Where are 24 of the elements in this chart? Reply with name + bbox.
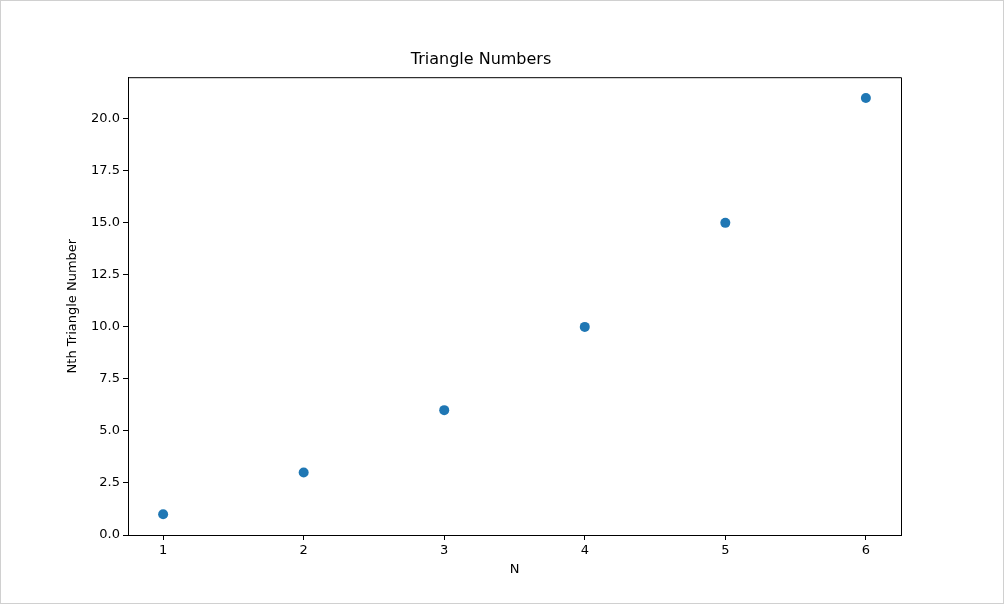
y-axis-title: Nth Triangle Number [64, 238, 80, 374]
y-tick-label: 7.5 [99, 370, 120, 386]
x-tick-label: 5 [721, 542, 730, 558]
y-tick-label: 12.5 [91, 266, 120, 282]
point [720, 217, 731, 228]
x-tick-label: 3 [440, 542, 449, 558]
x-tick-label: 1 [159, 542, 168, 558]
chart-title: Triangle Numbers [409, 48, 552, 68]
x-axis-title: N [509, 560, 520, 576]
y-tick-label: 2.5 [99, 474, 120, 490]
point [158, 509, 169, 520]
point [439, 405, 450, 416]
point [579, 321, 590, 332]
y-tick-label: 20.0 [91, 110, 120, 126]
x-tick-label: 6 [861, 542, 870, 558]
y-tick-label: 0.0 [99, 526, 120, 542]
point [298, 467, 309, 478]
point [860, 93, 871, 104]
y-tick-label: 15.0 [91, 214, 120, 230]
y-tick-label: 5.0 [99, 422, 120, 438]
y-tick-label: 17.5 [91, 162, 120, 178]
x-tick-label: 4 [580, 542, 589, 558]
y-tick-label: 10.0 [91, 318, 120, 334]
x-tick-label: 2 [299, 542, 308, 558]
